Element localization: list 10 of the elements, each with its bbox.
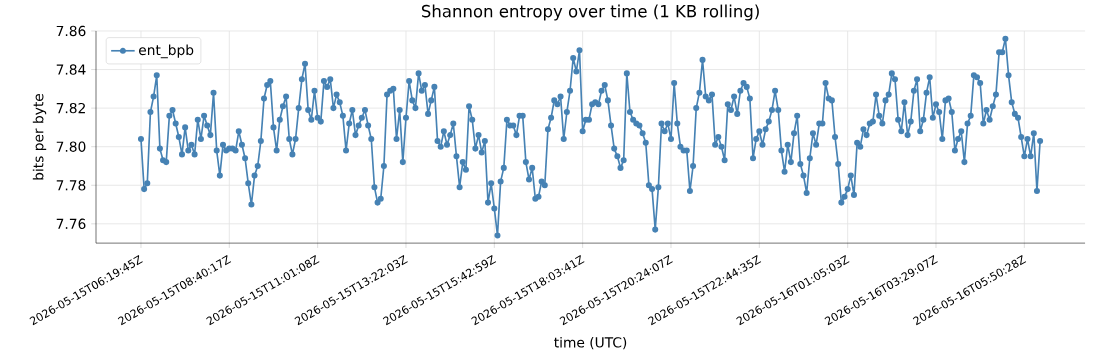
y-tick-label: 7.78 xyxy=(56,180,86,191)
chart-title: Shannon entropy over time (1 KB rolling) xyxy=(421,4,759,21)
y-tick-label: 7.82 xyxy=(56,103,85,114)
y-tick-label: 7.84 xyxy=(56,64,86,75)
legend-label: ent_bpb xyxy=(139,44,194,59)
y-tick-label: 7.80 xyxy=(56,141,86,153)
y-axis-title: bits per byte xyxy=(32,94,47,180)
y-tick-label: 7.76 xyxy=(56,218,86,230)
y-tick-label: 7.86 xyxy=(56,25,86,37)
x-axis-title: time (UTC) xyxy=(554,337,627,350)
